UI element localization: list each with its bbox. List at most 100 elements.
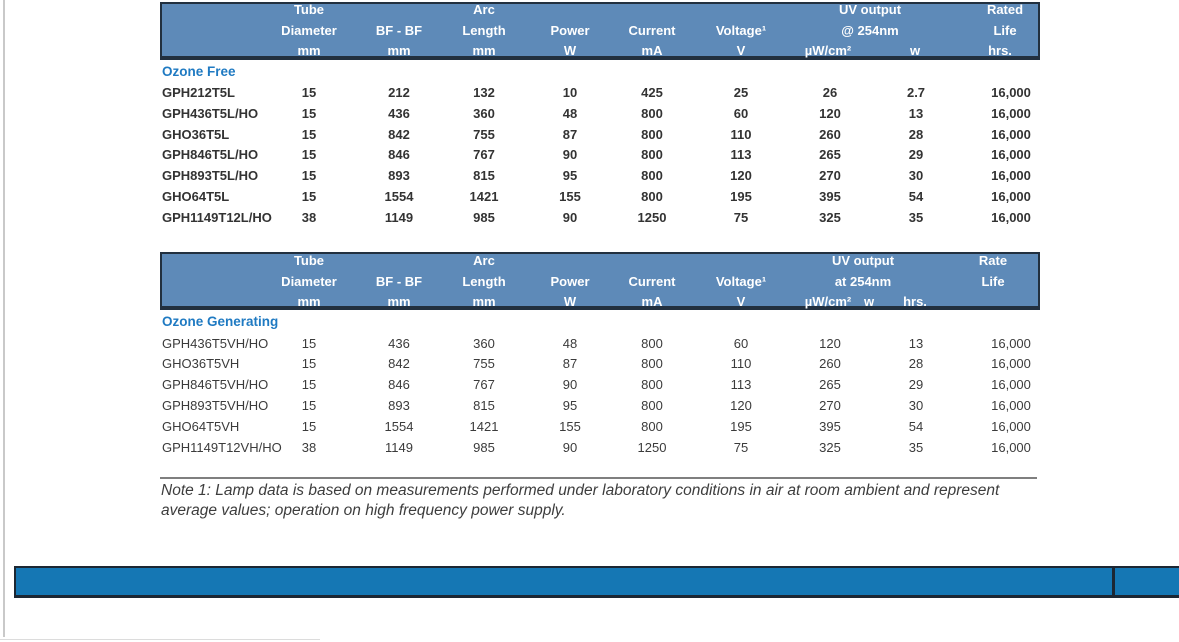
header-group-cell: Tube [293, 253, 325, 268]
header-group-cell: Arc [473, 2, 495, 17]
header-unit-cell: mm [297, 294, 321, 309]
header-label-cell: Life [981, 274, 1005, 289]
footnote-line-1: Note 1: Lamp data is based on measuremen… [161, 482, 1000, 499]
header-group-cell: Tube [293, 2, 325, 17]
header-unit-cell: mm [387, 294, 411, 309]
table-cell: 87 [562, 126, 578, 142]
table-cell: 13 [908, 105, 924, 121]
table-cell: 132 [473, 85, 495, 100]
table-cell: 110 [730, 126, 752, 142]
table-cell: 893 [388, 397, 410, 413]
header-label-cell: Current [628, 274, 676, 289]
table-cell: 113 [730, 147, 752, 163]
table-cell: 15 [301, 397, 317, 413]
table-cell: 893 [388, 168, 410, 184]
table-cell: 270 [819, 397, 841, 413]
table-cell: 113 [730, 377, 752, 393]
table-cell: 800 [641, 377, 663, 393]
table-cell: 360 [473, 105, 495, 121]
header-label-cell: Diameter [281, 23, 337, 38]
section-label-ozone-generating: Ozone Generating [162, 314, 279, 329]
table-cell: 28 [908, 126, 924, 142]
table-cell: 95 [562, 397, 578, 413]
row-label: GPH436T5VH/HO [162, 335, 269, 351]
table-cell: 155 [559, 418, 581, 434]
header-unit-cell: mm [297, 43, 321, 58]
table-cell: 395 [819, 189, 841, 205]
table-cell: 195 [730, 189, 752, 205]
table-cell: 30 [908, 168, 924, 184]
table-cell: 15 [301, 126, 317, 142]
table-cell: 35 [908, 439, 924, 455]
header-unit-cell: µW/cm² [804, 294, 852, 309]
table-cell: 755 [473, 126, 495, 142]
table-cell: 846 [388, 147, 410, 163]
header-label-cell: Voltage¹ [715, 23, 767, 38]
table-cell: 815 [473, 397, 495, 413]
table-cell: 1250 [637, 439, 667, 455]
header-unit-cell: µW/cm² [804, 43, 852, 58]
table-cell: 800 [641, 397, 663, 413]
table-cell: 26 [822, 85, 838, 100]
table-cell: 16,000 [991, 147, 1031, 163]
footer-bar-divider [1112, 568, 1115, 595]
table-cell: 15 [301, 335, 317, 351]
table-cell: 846 [388, 377, 410, 393]
table-cell: 800 [641, 189, 663, 205]
header-label-cell: Current [628, 23, 676, 38]
table-cell: 90 [562, 439, 578, 455]
table-cell: 360 [473, 335, 495, 351]
header-unit-cell: hrs. [903, 294, 927, 309]
header-unit-cell: mA [641, 43, 663, 58]
row-label: GHO64T5VH [162, 418, 240, 434]
table-cell: 265 [819, 377, 841, 393]
table-cell: 155 [559, 189, 581, 205]
table-cell: 800 [641, 418, 663, 434]
table-cell: 265 [819, 147, 841, 163]
table-cell: 842 [388, 356, 410, 372]
table-cell: 325 [819, 439, 841, 455]
header-label-cell: @ 254nm [841, 23, 899, 38]
table-cell: 815 [473, 168, 495, 184]
table-cell: 15 [301, 168, 317, 184]
table-cell: 60 [733, 335, 749, 351]
table-cell: 16,000 [991, 209, 1031, 225]
table-cell: 16,000 [991, 168, 1031, 184]
table-cell: 75 [733, 439, 749, 455]
table-cell: 800 [641, 126, 663, 142]
table-cell: 110 [730, 356, 752, 372]
table-cell: 48 [562, 105, 578, 121]
table-cell: 16,000 [991, 356, 1031, 372]
header-group-cell: Rated [986, 2, 1024, 17]
row-label: GPH846T5L/HO [162, 147, 259, 163]
table-cell: 54 [908, 418, 924, 434]
table-cell: 15 [301, 147, 317, 163]
header-unit-cell: mA [641, 294, 663, 309]
header-label-cell: Life [993, 23, 1017, 38]
table-cell: 212 [388, 85, 410, 100]
row-label: GPH846T5VH/HO [162, 377, 269, 393]
table-cell: 10 [562, 85, 578, 100]
table-cell: 15 [301, 377, 317, 393]
table-cell: 29 [908, 377, 924, 393]
table-cell: 1149 [385, 439, 413, 455]
table-cell: 325 [819, 209, 841, 225]
table-cell: 1554 [384, 189, 414, 205]
row-label: GPH212T5L [162, 85, 235, 100]
row-label: GHO64T5L [162, 189, 230, 205]
header-label-cell: BF - BF [375, 274, 423, 289]
table-cell: 38 [301, 439, 317, 455]
table-cell: 767 [473, 377, 495, 393]
table-cell: 15 [301, 418, 317, 434]
section-label-ozone-free: Ozone Free [162, 64, 236, 79]
table-cell: 1250 [637, 209, 667, 225]
table-cell: 15 [301, 105, 317, 121]
header-label-cell: Voltage¹ [715, 274, 767, 289]
table-cell: 755 [473, 356, 495, 372]
table-cell: 1421 [469, 189, 499, 205]
table-cell: 35 [908, 209, 924, 225]
row-label: GPH893T5L/HO [162, 168, 259, 184]
table-cell: 120 [730, 168, 752, 184]
row-label: GPH1149T12VH/HO [162, 439, 282, 455]
